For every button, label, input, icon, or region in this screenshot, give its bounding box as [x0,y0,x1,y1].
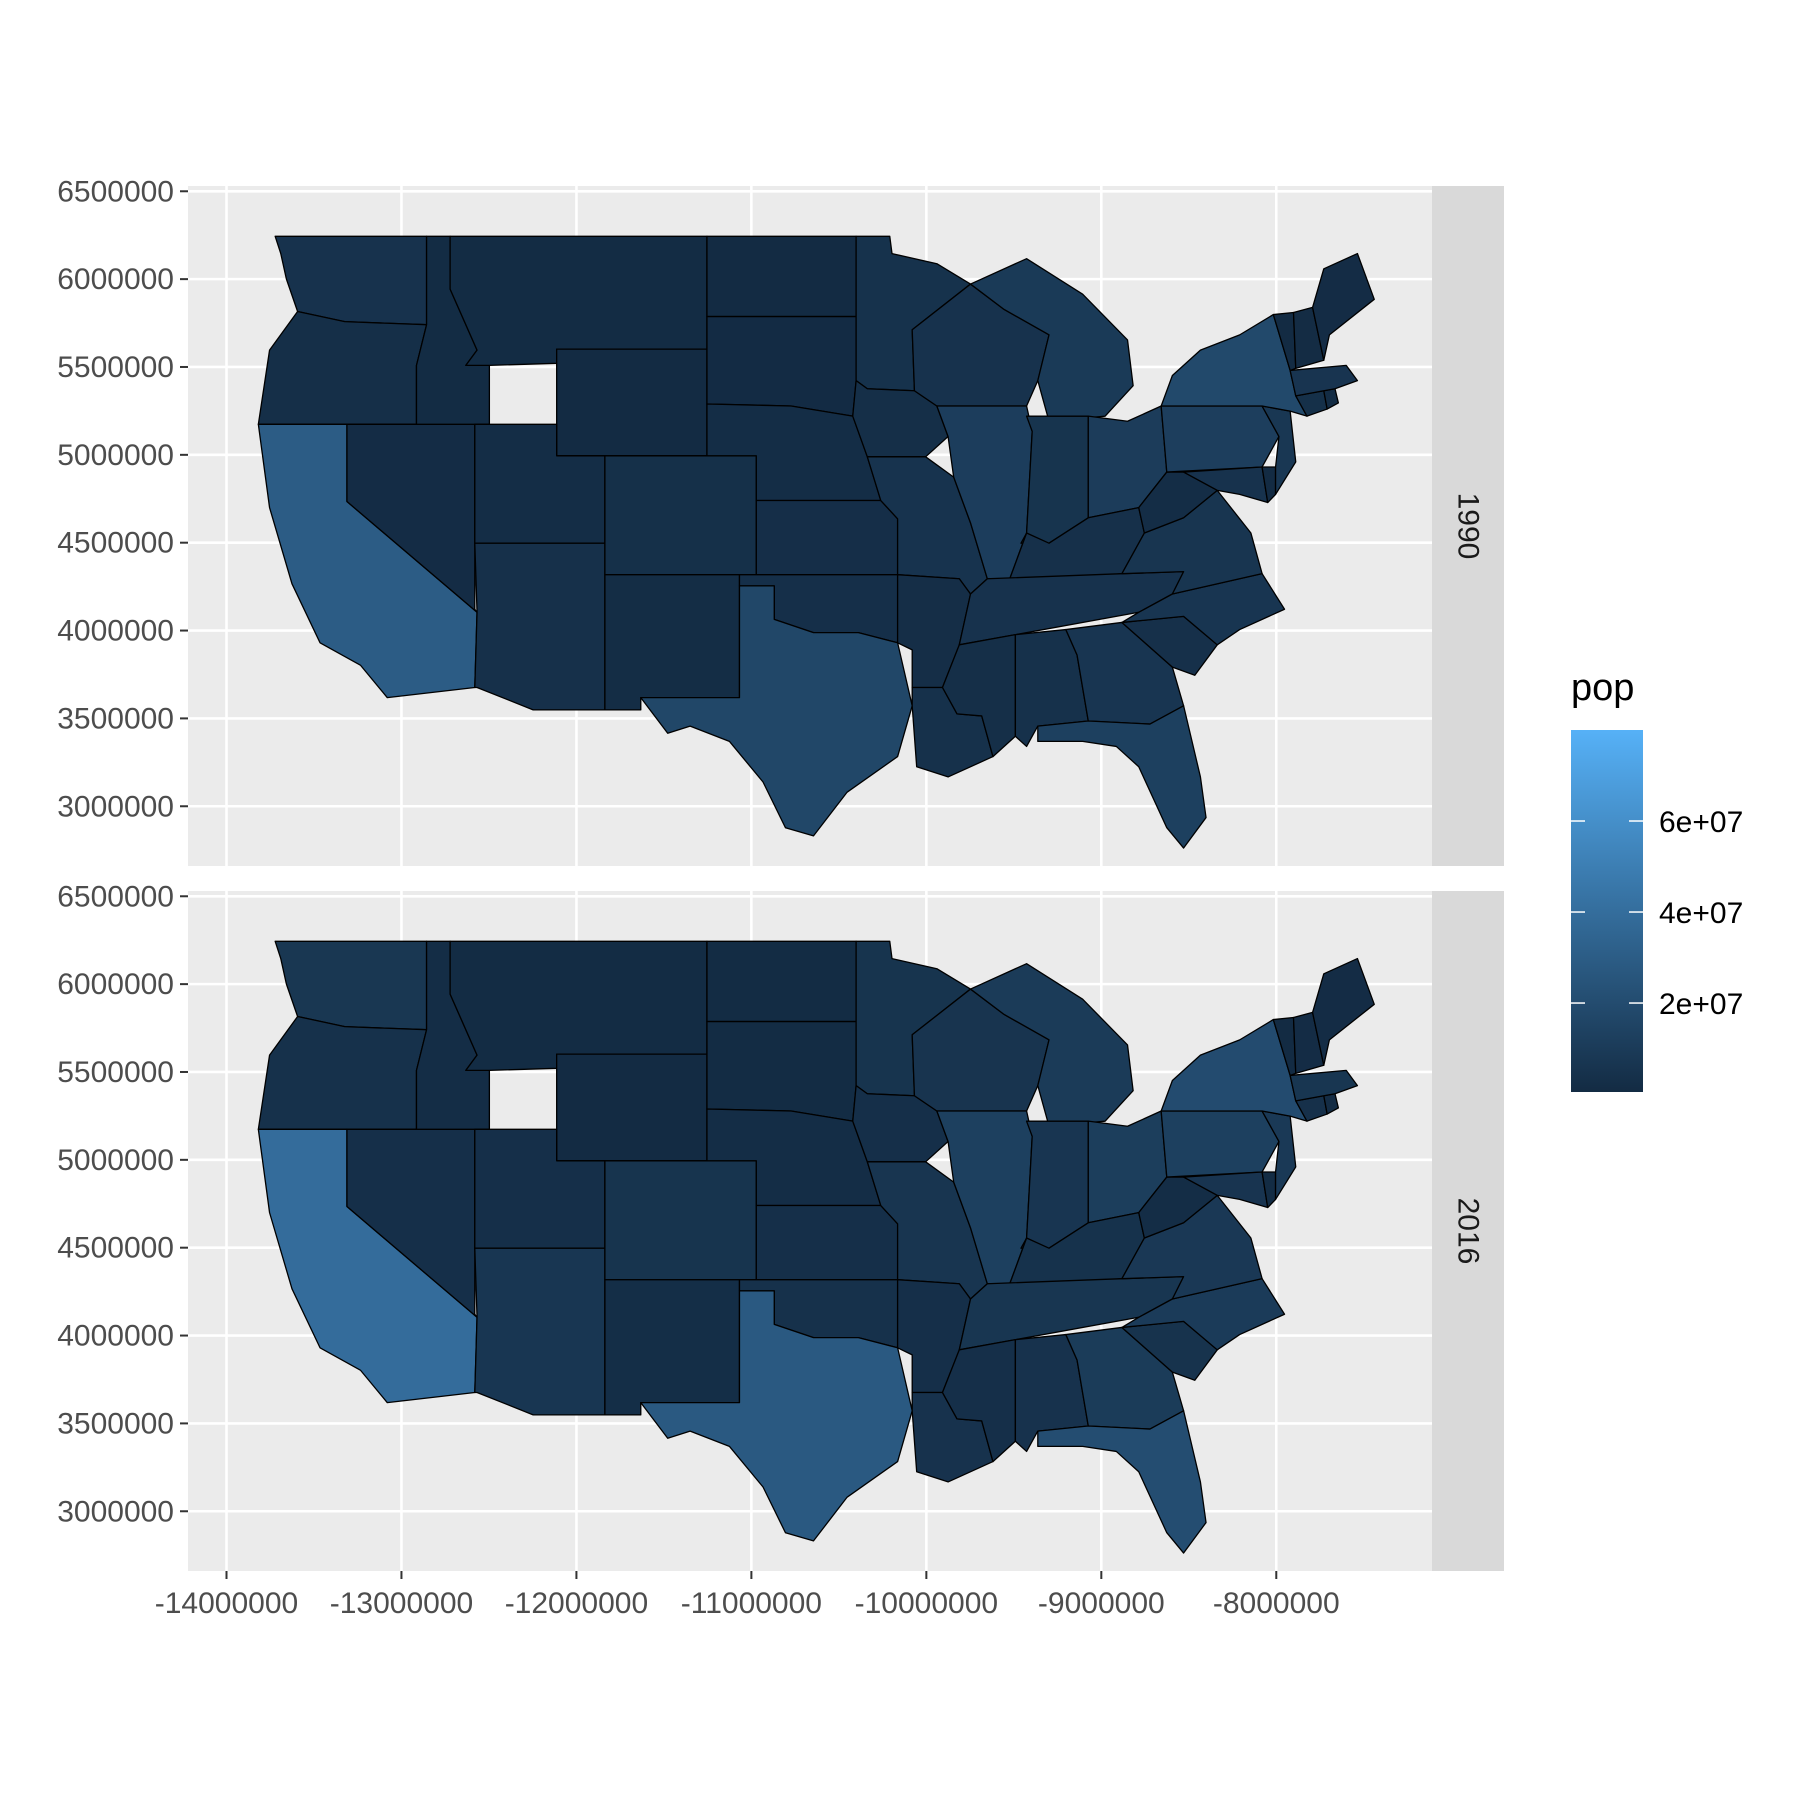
y-tick-label: 6000000 [57,968,174,1001]
state-south-dakota[interactable]: South Dakota [707,317,856,417]
state-pennsylvania[interactable]: Pennsylvania [1161,1111,1279,1177]
facet-strip-label-1990: 1990 [1452,493,1485,560]
y-tick-label: 4000000 [57,1320,174,1353]
state-kansas[interactable]: Kansas [756,1206,897,1280]
facet-strip [1432,186,1504,866]
state-new-mexico[interactable]: New Mexico [605,1280,740,1415]
x-tick-label: -9000000 [1038,1587,1165,1620]
y-tick-label: 3500000 [57,1407,174,1440]
state-massachusetts[interactable]: Massachusetts [1290,1070,1357,1100]
y-tick-label: 6500000 [57,175,174,208]
legend-label: 2e+07 [1659,988,1743,1021]
y-tick-label: 4500000 [57,1232,174,1265]
y-tick-label: 3000000 [57,1495,174,1528]
x-tick-label: -12000000 [505,1587,648,1620]
state-map-2016: WashingtonOregonCaliforniaNevadaIdahoMon… [258,941,1374,1553]
state-north-dakota[interactable]: North Dakota [707,941,856,1021]
state-kansas[interactable]: Kansas [756,501,897,575]
state-maryland[interactable]: Maryland [1184,1172,1268,1208]
state-florida[interactable]: Florida [1038,1411,1206,1553]
state-maine[interactable]: Maine [1313,254,1375,361]
state-texas[interactable]: Texas [641,586,912,836]
x-tick-label: -13000000 [330,1587,473,1620]
y-tick-label: 3000000 [57,790,174,823]
y-tick-label: 5000000 [57,1144,174,1177]
legend-colorbar [1571,730,1643,1092]
facet-panels: 6500000 6000000 5500000 5000000 4500000 40000… [57,175,1504,1571]
state-map-1990: WashingtonOregonCaliforniaNevadaIdahoMon… [258,236,1374,848]
state-north-dakota[interactable]: North Dakota [707,236,856,316]
y-tick-label: 5500000 [57,351,174,384]
x-tick-label: -10000000 [855,1587,998,1620]
state-colorado[interactable]: Colorado [605,1161,756,1280]
legend: pop 6e+07 4e+07 2e+07 [1571,667,1743,1092]
state-massachusetts[interactable]: Massachusetts [1290,365,1357,395]
state-montana[interactable]: Montana [450,236,707,365]
legend-ticks: 6e+07 4e+07 2e+07 [1571,806,1743,1021]
state-maryland[interactable]: Maryland [1184,467,1268,503]
legend-title: pop [1571,667,1634,709]
state-pennsylvania[interactable]: Pennsylvania [1161,406,1279,472]
state-maine[interactable]: Maine [1313,959,1375,1066]
y-tick-label: 4500000 [57,527,174,560]
y-tick-label: 5000000 [57,439,174,472]
state-michigan[interactable]: Michigan [971,964,1134,1127]
y-tick-label: 6000000 [57,263,174,296]
state-wyoming[interactable]: Wyoming [557,1054,707,1161]
legend-label: 6e+07 [1659,806,1743,839]
x-tick-label: -8000000 [1213,1587,1340,1620]
state-texas[interactable]: Texas [641,1291,912,1541]
state-michigan[interactable]: Michigan [971,259,1134,422]
facet-panel-1990: 6500000 6000000 5500000 5000000 4500000 40000… [57,175,1504,866]
y-tick-label: 4000000 [57,615,174,648]
x-axis: -14000000 -13000000 -12000000 -11000000 -100… [155,1571,1340,1620]
state-florida[interactable]: Florida [1038,706,1206,848]
x-tick-label: -11000000 [681,1587,822,1620]
y-tick-label: 6500000 [57,880,174,913]
y-tick-label: 5500000 [57,1056,174,1089]
state-arizona[interactable]: Arizona [475,1248,605,1415]
y-tick-label: 3500000 [57,702,174,735]
state-arizona[interactable]: Arizona [475,543,605,710]
state-wyoming[interactable]: Wyoming [557,349,707,456]
state-new-mexico[interactable]: New Mexico [605,575,740,710]
legend-label: 4e+07 [1659,897,1743,930]
state-south-dakota[interactable]: South Dakota [707,1022,856,1122]
facet-strip-label-2016: 2016 [1452,1198,1485,1265]
facet-panel-2016: 6500000 6000000 5500000 5000000 4500000 40000… [57,880,1504,1571]
state-montana[interactable]: Montana [450,941,707,1070]
state-colorado[interactable]: Colorado [605,456,756,575]
facet-strip [1432,891,1504,1571]
x-tick-label: -14000000 [155,1587,298,1620]
